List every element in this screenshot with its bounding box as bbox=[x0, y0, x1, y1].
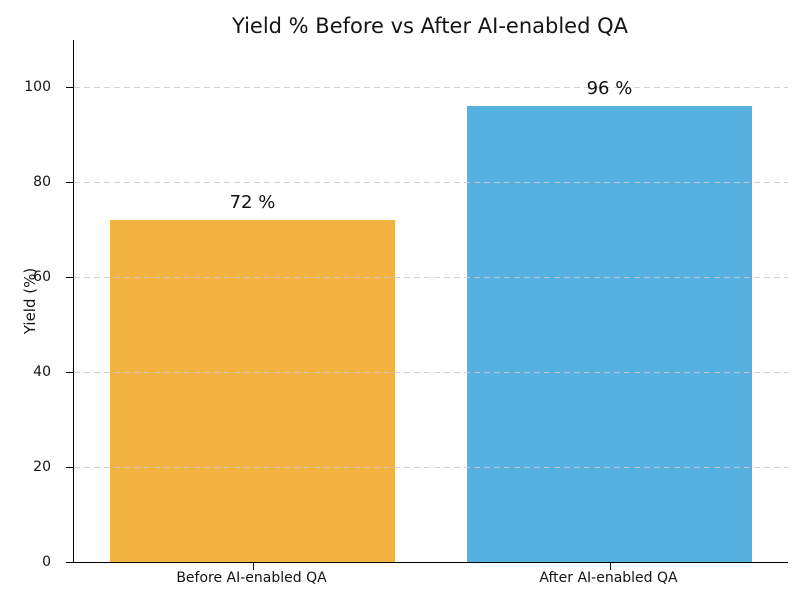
x-tick-label: Before AI-enabled QA bbox=[176, 570, 327, 586]
x-tick-label: After AI-enabled QA bbox=[539, 570, 678, 586]
y-tick-label: 60 bbox=[33, 269, 51, 286]
y-tick bbox=[66, 372, 73, 374]
bar-value-label: 72 % bbox=[229, 192, 276, 214]
y-tick bbox=[66, 182, 73, 184]
gridline-100 bbox=[74, 86, 788, 88]
y-tick bbox=[66, 277, 73, 279]
gridline-20 bbox=[74, 466, 788, 468]
bar-after bbox=[466, 106, 753, 562]
gridline-40 bbox=[74, 371, 788, 373]
gridline-80 bbox=[74, 181, 788, 183]
bar-before bbox=[109, 220, 396, 562]
y-tick-label: 20 bbox=[33, 459, 51, 476]
y-tick bbox=[66, 87, 73, 89]
y-tick-label: 80 bbox=[33, 174, 51, 191]
gridline-60 bbox=[74, 276, 788, 278]
x-tick bbox=[609, 563, 611, 570]
y-tick-label: 40 bbox=[33, 364, 51, 381]
y-tick-label: 100 bbox=[24, 79, 51, 96]
y-tick bbox=[66, 467, 73, 469]
plot-area: 72 % 96 % bbox=[66, 40, 788, 570]
y-tick-label: 0 bbox=[42, 554, 51, 570]
bar-value-label: 96 % bbox=[586, 78, 633, 100]
y-tick bbox=[66, 562, 73, 563]
x-tick bbox=[252, 563, 254, 570]
chart-title: Yield % Before vs After AI-enabled QA bbox=[231, 14, 629, 38]
